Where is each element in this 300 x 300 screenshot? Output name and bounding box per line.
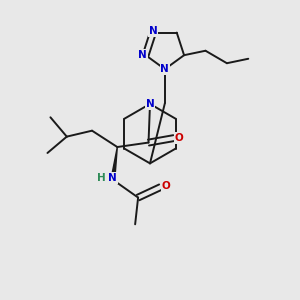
Text: O: O — [175, 133, 184, 143]
Polygon shape — [111, 147, 117, 180]
Text: N: N — [138, 50, 147, 60]
Text: N: N — [160, 64, 169, 74]
Text: N: N — [146, 99, 154, 109]
Text: O: O — [162, 181, 171, 191]
Text: H: H — [97, 173, 106, 183]
Text: N: N — [109, 173, 117, 183]
Text: N: N — [148, 26, 158, 36]
